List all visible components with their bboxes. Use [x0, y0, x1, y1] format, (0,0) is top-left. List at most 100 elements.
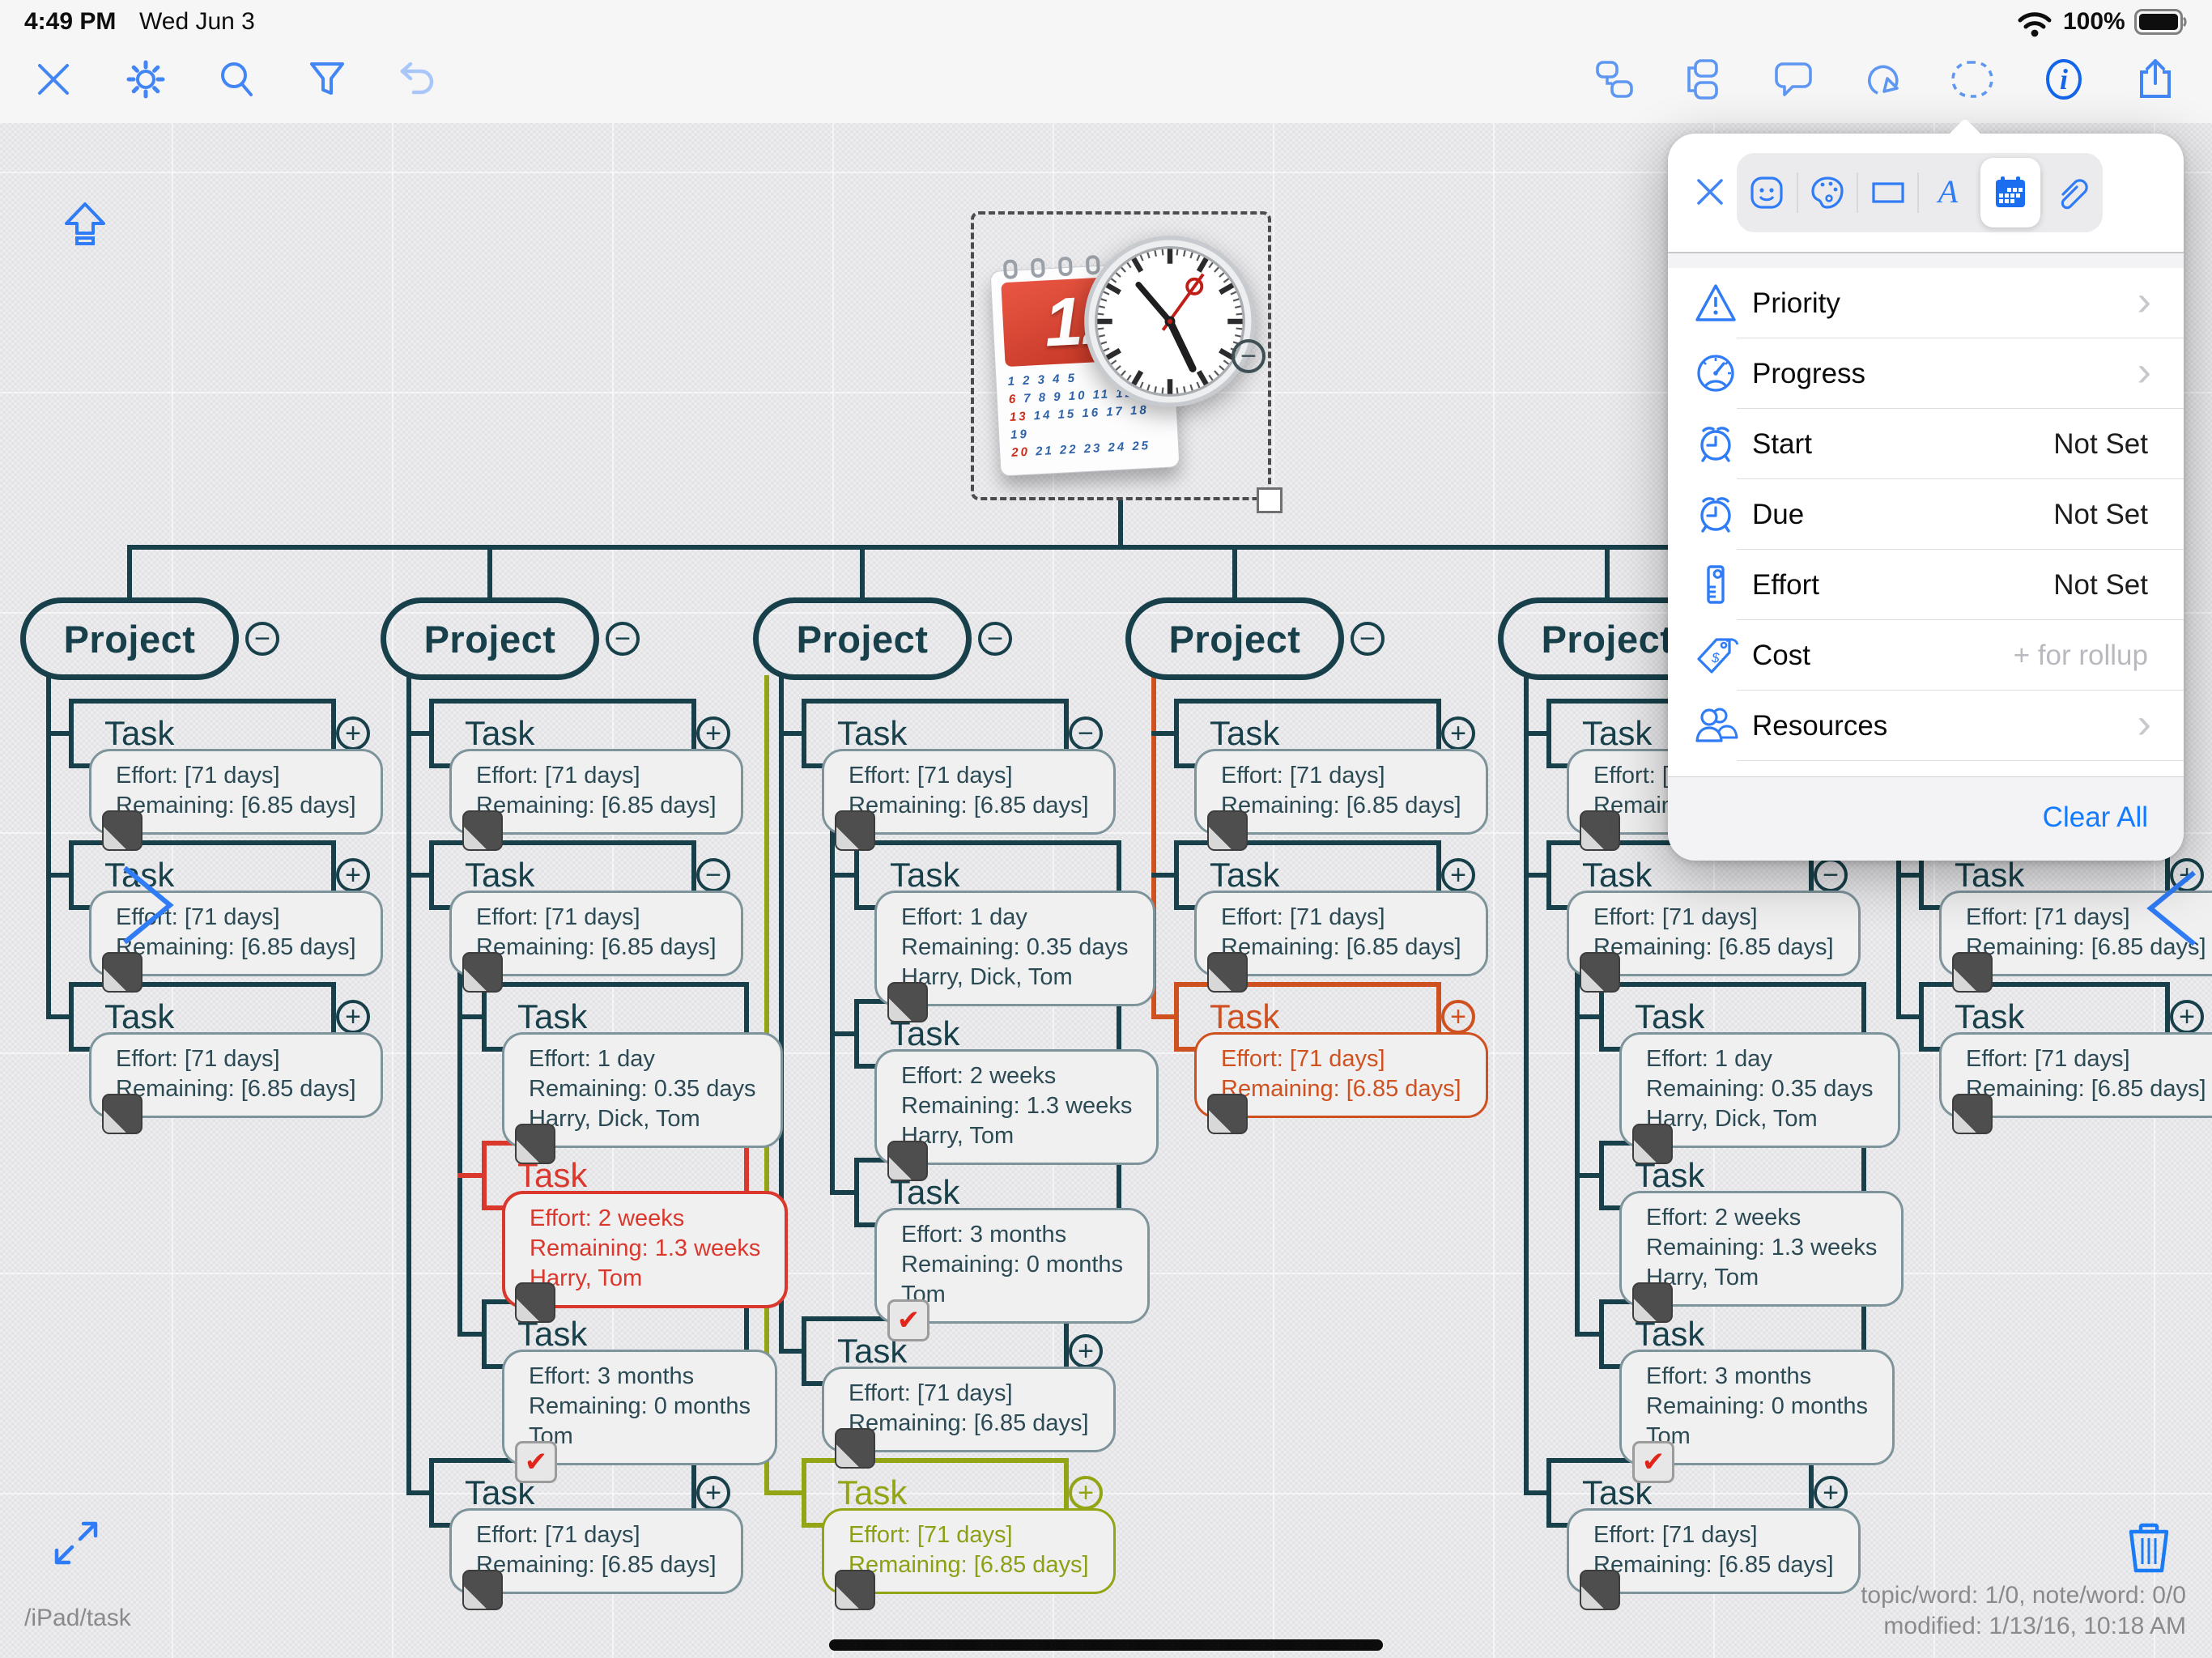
callout-line: Remaining: 0 months: [901, 1252, 1124, 1278]
add-child-topic-button[interactable]: [1589, 53, 1640, 105]
info-button[interactable]: i: [2038, 53, 2090, 105]
callout-line: Tom: [1646, 1423, 1691, 1449]
popover-row-cost[interactable]: $ Cost + for rollup: [1668, 620, 2184, 691]
scroll-to-root-icon[interactable]: [60, 199, 110, 249]
popover-tab-bar: A: [1737, 153, 2103, 232]
svg-text:$: $: [1711, 650, 1720, 665]
root-collapse-button[interactable]: −: [1231, 339, 1266, 373]
popover-row-priority[interactable]: Priority ›: [1668, 268, 2184, 338]
row-label: Start: [1752, 428, 1812, 460]
stub-line: [1524, 1490, 1548, 1495]
tab-dates-icon[interactable]: [1980, 158, 2041, 227]
expand-button[interactable]: +: [696, 716, 730, 750]
add-sibling-topic-button[interactable]: [1678, 53, 1730, 105]
filter-button[interactable]: [301, 53, 353, 105]
expand-button[interactable]: +: [336, 716, 370, 750]
project-node[interactable]: Project: [1125, 597, 1344, 680]
expand-button[interactable]: +: [1441, 716, 1475, 750]
note-icon: [102, 1094, 143, 1134]
callout-line: Remaining: [6.85 days]: [1966, 934, 2206, 960]
note-icon: [462, 1570, 503, 1610]
popover-close-button[interactable]: [1689, 171, 1731, 213]
note-icon: [1580, 1570, 1620, 1610]
home-indicator[interactable]: [829, 1639, 1383, 1651]
offscreen-left-indicator: [123, 865, 174, 945]
callout-line: Tom: [901, 1282, 946, 1307]
callout-button[interactable]: [1767, 53, 1819, 105]
priority-icon: [1691, 278, 1741, 328]
tab-style-icon[interactable]: [1796, 153, 1858, 232]
share-button[interactable]: [2129, 53, 2181, 105]
callout-line: Effort: 3 months: [1646, 1363, 1812, 1389]
collapse-button[interactable]: −: [696, 858, 730, 892]
popover-row-resources[interactable]: Resources ›: [1668, 691, 2184, 761]
collapse-button[interactable]: −: [1351, 622, 1385, 656]
boundary-button[interactable]: [1948, 53, 2000, 105]
task-callout: Effort: [71 days] Remaining: [6.85 days]: [89, 749, 383, 835]
trash-icon[interactable]: [2120, 1519, 2178, 1577]
callout-line: Remaining: 0 months: [529, 1393, 751, 1419]
callout-line: Remaining: [6.85 days]: [1221, 793, 1461, 818]
note-icon: [835, 1428, 875, 1469]
search-button[interactable]: [211, 53, 262, 105]
collapse-button[interactable]: −: [1069, 716, 1103, 750]
callout-line: Remaining: 1.3 weeks: [530, 1235, 761, 1261]
expand-button[interactable]: +: [1441, 858, 1475, 892]
collapse-button[interactable]: −: [978, 622, 1012, 656]
project-node[interactable]: Project: [20, 597, 239, 680]
relationship-button[interactable]: [1857, 53, 1909, 105]
callout-line: Remaining: 1.3 weeks: [901, 1093, 1133, 1119]
note-icon: [1580, 810, 1620, 851]
callout-line: Effort: [71 days]: [849, 1380, 1013, 1406]
expand-button[interactable]: +: [696, 1476, 730, 1510]
collapse-button[interactable]: −: [245, 622, 279, 656]
close-map-button[interactable]: [28, 53, 79, 105]
battery-icon: [2134, 9, 2187, 35]
tab-text-icon[interactable]: A: [1917, 153, 1979, 232]
popover-divider: [1668, 252, 2184, 253]
expand-button[interactable]: +: [336, 1000, 370, 1034]
status-date: Wed Jun 3: [139, 8, 255, 35]
collapse-button[interactable]: −: [606, 622, 640, 656]
fit-map-icon[interactable]: [50, 1517, 102, 1569]
popover-header: A: [1668, 134, 2184, 252]
checkmark-icon: ✔: [515, 1441, 557, 1483]
tab-attachment-icon[interactable]: [2041, 153, 2103, 232]
project-node[interactable]: Project: [753, 597, 972, 680]
project-node[interactable]: Project: [381, 597, 599, 680]
drop-line: [127, 545, 132, 597]
stub-line: [1151, 731, 1176, 736]
callout-line: Remaining: 0 months: [1646, 1393, 1869, 1419]
popover-row-start[interactable]: Start Not Set: [1668, 409, 2184, 479]
root-trunk: [1118, 500, 1123, 545]
svg-text:A: A: [1936, 173, 1959, 210]
selection-box[interactable]: [971, 211, 1271, 500]
row-label: Due: [1752, 499, 1805, 530]
collapse-button[interactable]: −: [1814, 858, 1848, 892]
task-callout: Effort: 3 months Remaining: 0 months Tom: [874, 1208, 1151, 1324]
drop-line: [487, 545, 492, 597]
expand-button[interactable]: +: [336, 858, 370, 892]
expand-button[interactable]: +: [1069, 1334, 1103, 1368]
tab-emoji-icon[interactable]: [1737, 153, 1797, 232]
note-icon: [102, 952, 143, 993]
undo-button[interactable]: [392, 53, 444, 105]
popover-row-effort[interactable]: Effort Not Set: [1668, 550, 2184, 620]
expand-button[interactable]: +: [2170, 1000, 2204, 1034]
popover-row-progress[interactable]: Progress ›: [1668, 338, 2184, 409]
callout-line: Remaining: [6.85 days]: [1593, 1552, 1834, 1578]
note-icon: [1207, 810, 1248, 851]
clear-all-button[interactable]: Clear All: [2042, 801, 2148, 833]
topic-info-popover: A Priority › Progress › Start Not Set Due Not S…: [1668, 117, 2184, 861]
selection-resize-handle[interactable]: [1257, 487, 1283, 513]
row-label: Resources: [1752, 710, 1888, 742]
tab-shape-icon[interactable]: [1857, 153, 1918, 232]
settings-button[interactable]: [120, 53, 172, 105]
expand-button[interactable]: +: [1441, 1000, 1475, 1034]
expand-button[interactable]: +: [1814, 1476, 1848, 1510]
offscreen-right-indicator: [2146, 870, 2196, 946]
expand-button[interactable]: +: [1069, 1476, 1103, 1510]
row-label: Effort: [1752, 569, 1820, 601]
popover-row-due[interactable]: Due Not Set: [1668, 479, 2184, 550]
